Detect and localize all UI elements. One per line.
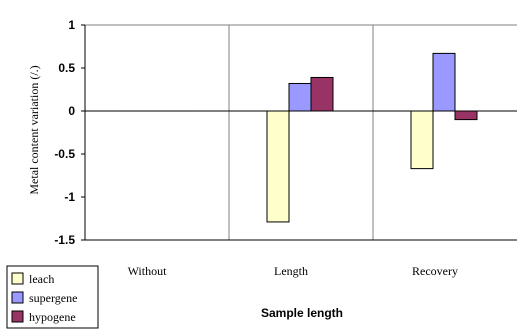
x-category-label-recovery: Recovery [412,264,458,278]
legend-label-supergene: supergene [29,291,77,305]
bar-hypogene-recovery [454,110,478,121]
y-tick-label: -1.5 [54,233,75,247]
bar-leach-recovery [410,110,434,170]
legend-swatch-supergene [11,291,24,304]
bar-leach-length [266,110,290,223]
bar-supergene-length [288,82,312,112]
y-tick-label: -0.5 [54,147,75,161]
x-category-label-length: Length [274,264,308,278]
x-category-label-without: Without [128,264,168,278]
legend-swatch-hypogene [11,310,24,323]
y-tick-label: 1 [68,18,75,32]
gridlines [85,24,517,240]
y-tick-label: -1 [64,190,75,204]
legend-label-hypogene: hypogene [29,310,76,324]
legend: leach supergene hypogene [6,265,99,329]
y-tick-labels: 1 0.5 0 -0.5 -1 -1.5 [54,18,75,247]
legend-label-leach: leach [29,272,54,286]
legend-swatch-leach [11,272,24,285]
bar-supergene-recovery [432,52,456,112]
y-tick-label: 0 [68,104,75,118]
y-tick-label: 0.5 [58,61,75,75]
x-axis-title: Sample length [261,306,343,320]
axes [81,24,517,241]
bar-hypogene-length [310,76,334,112]
y-axis-title: Metal content variation (/.) [27,65,41,194]
bars [122,52,478,223]
x-category-labels: Without Length Recovery [128,264,458,278]
